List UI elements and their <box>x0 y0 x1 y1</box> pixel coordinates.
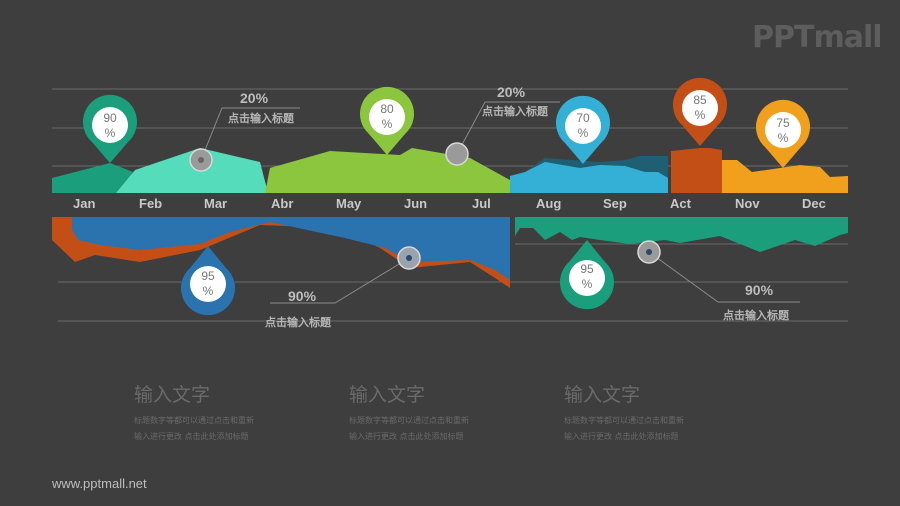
svg-text:Dec: Dec <box>802 196 826 211</box>
x-axis-labels: Jan Feb Mar Abr May Jun Jul Aug Sep Act … <box>73 196 826 211</box>
text-block-2: 输入文字 标题数字等都可以通过点击和重新 输入进行更改 点击此处添加标题 <box>349 380 519 445</box>
pin-oct: 85 % <box>672 77 728 146</box>
svg-text:Jan: Jan <box>73 196 95 211</box>
area-apr-jul <box>265 148 510 193</box>
area-oct <box>671 148 722 193</box>
svg-text:Nov: Nov <box>735 196 760 211</box>
logo: PPTmall <box>752 20 883 55</box>
svg-text:Jun: Jun <box>404 196 427 211</box>
block-line: 标题数字等都可以通过点击和重新 <box>349 416 469 425</box>
svg-text:Aug: Aug <box>536 196 561 211</box>
svg-text:90: 90 <box>103 111 117 125</box>
pin-may: 80 % <box>360 86 414 155</box>
svg-text:%: % <box>203 284 214 298</box>
svg-text:Jul: Jul <box>472 196 491 211</box>
block-line: 输入进行更改 点击此处添加标题 <box>134 432 249 441</box>
area-nov-dec <box>722 160 848 193</box>
area-bottom-right-green <box>515 217 848 252</box>
area-aug-sep <box>510 162 668 193</box>
callout-markers <box>189 142 661 270</box>
svg-text:Act: Act <box>670 196 692 211</box>
callout-value: 20% <box>497 84 526 100</box>
svg-text:Abr: Abr <box>271 196 293 211</box>
pin-aug: 70 % <box>556 95 610 164</box>
pin-nov: 75 % <box>756 99 810 168</box>
marker-dot[interactable] <box>445 142 469 166</box>
block-line: 输入进行更改 点击此处添加标题 <box>349 432 464 441</box>
svg-text:Mar: Mar <box>204 196 227 211</box>
block-line: 标题数字等都可以通过点击和重新 <box>564 416 684 425</box>
svg-text:%: % <box>695 108 706 122</box>
pin-bottom-right: 95 % <box>560 240 614 310</box>
callout-value: 90% <box>288 288 317 304</box>
block-title[interactable]: 输入文字 <box>349 384 426 406</box>
svg-text:80: 80 <box>380 102 394 116</box>
pin-bottom-left: 95 % <box>181 246 236 316</box>
grid-lines <box>52 88 848 322</box>
block-line: 输入进行更改 点击此处添加标题 <box>564 432 679 441</box>
block-line: 标题数字等都可以通过点击和重新 <box>134 416 254 425</box>
area-bottom-left-blue <box>72 217 510 280</box>
footer-url[interactable]: www.pptmall.net <box>52 476 147 491</box>
svg-text:May: May <box>336 196 362 211</box>
callout-label[interactable]: 点击输入标题 <box>723 308 790 322</box>
svg-text:Sep: Sep <box>603 196 627 211</box>
callout-label[interactable]: 点击输入标题 <box>482 104 549 118</box>
callout-label[interactable]: 点击输入标题 <box>228 111 295 125</box>
callout-value: 90% <box>745 282 774 298</box>
svg-text:Feb: Feb <box>139 196 162 211</box>
svg-text:%: % <box>582 277 593 291</box>
svg-text:%: % <box>778 131 789 145</box>
text-block-1: 输入文字 标题数字等都可以通过点击和重新 输入进行更改 点击此处添加标题 <box>134 380 304 445</box>
svg-text:%: % <box>578 126 589 140</box>
svg-text:85: 85 <box>693 93 707 107</box>
svg-text:95: 95 <box>580 262 594 276</box>
block-title[interactable]: 输入文字 <box>134 384 211 406</box>
area-feb-mar <box>116 148 268 193</box>
callout-value: 20% <box>240 90 269 106</box>
svg-text:%: % <box>105 126 116 140</box>
svg-text:75: 75 <box>776 116 790 130</box>
block-title[interactable]: 输入文字 <box>564 384 641 406</box>
svg-text:95: 95 <box>201 269 215 283</box>
svg-text:70: 70 <box>576 111 590 125</box>
area-jan <box>52 163 133 193</box>
pin-jan: 90 % <box>83 94 137 163</box>
svg-text:%: % <box>382 117 393 131</box>
callout-label[interactable]: 点击输入标题 <box>265 315 332 329</box>
text-block-3: 输入文字 标题数字等都可以通过点击和重新 输入进行更改 点击此处添加标题 <box>564 380 734 445</box>
